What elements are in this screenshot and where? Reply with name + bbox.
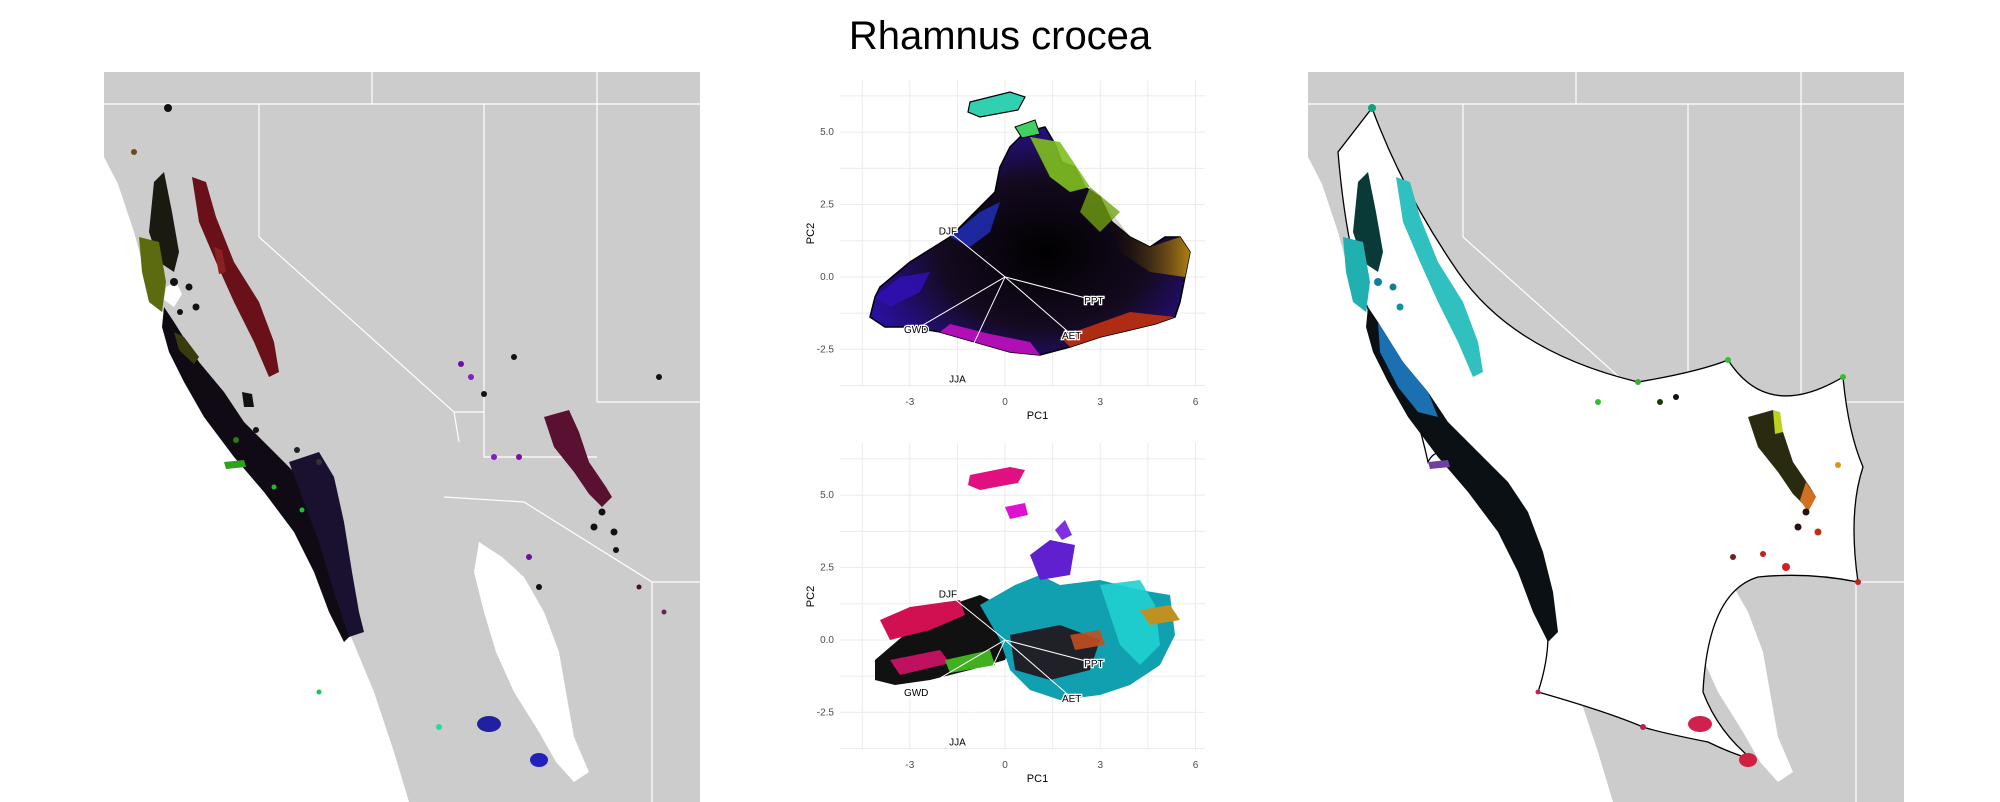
loading-label-djf: DJF [939, 227, 957, 238]
loading-label-jja: JJA [949, 374, 966, 385]
loading-arrow-aet [1004, 276, 1073, 336]
loading-arrow-gwd [915, 639, 1006, 693]
y-axis-label: PC2 [805, 586, 817, 607]
y-tick-label: 0.0 [820, 272, 834, 283]
x-tick-label: -3 [905, 397, 914, 408]
loading-arrows: DJF PPT AET GWD JJA [903, 588, 1105, 749]
right-range-map [1308, 72, 1904, 802]
gulf-of-california [474, 542, 589, 782]
x-axis-label: PC1 [1027, 773, 1048, 785]
loading-arrow-ppt [1004, 276, 1095, 301]
x-tick-label: 6 [1193, 397, 1199, 408]
y-tick-label: 5.0 [820, 490, 834, 501]
y-tick-label: -2.5 [817, 707, 835, 718]
sf-bay [164, 282, 182, 307]
y-tick-label: -2.5 [817, 344, 835, 355]
plot-axes: -3 0 3 6 -2.5 0.0 2.5 5.0 PC1 PC2 [805, 490, 1199, 785]
pca-rgb-plot: DJF PPT AET GWD JJA -3 0 3 6 -2.5 0.0 2.5 5.0 PC1 PC2 [805, 80, 1205, 422]
y-tick-label: 2.5 [820, 563, 834, 574]
loading-label-djf: DJF [939, 590, 957, 601]
y-tick-label: 5.0 [820, 127, 834, 138]
loading-arrow-ppt [1004, 639, 1095, 664]
loading-label-gwd: GWD [904, 325, 928, 336]
loading-label-ppt: PPT [1084, 296, 1103, 307]
x-axis-label: PC1 [1027, 410, 1048, 422]
point-cloud [869, 91, 1191, 356]
x-tick-label: 6 [1193, 760, 1199, 771]
state-borders [104, 72, 700, 802]
loading-label-ppt: PPT [1084, 659, 1103, 670]
loading-arrow-gwd [915, 276, 1006, 330]
range-patches [131, 104, 667, 767]
y-tick-label: 2.5 [820, 200, 834, 211]
loading-arrow-djf [947, 593, 1006, 641]
x-tick-label: -3 [905, 760, 914, 771]
loading-label-aet: AET [1062, 331, 1081, 342]
loading-label-gwd: GWD [904, 688, 928, 699]
left-range-map [104, 72, 700, 802]
plot-grid [840, 443, 1205, 750]
x-tick-label: 3 [1097, 397, 1103, 408]
loading-arrow-jja [956, 276, 1006, 379]
loading-arrow-aet [1004, 639, 1073, 699]
point-cloud [875, 467, 1180, 700]
range-patches [1343, 104, 1861, 767]
loading-arrow-djf [947, 230, 1006, 278]
x-tick-label: 0 [1002, 760, 1008, 771]
x-tick-label: 3 [1097, 760, 1103, 771]
plot-axes: -3 0 3 6 -2.5 0.0 2.5 5.0 PC1 PC2 [805, 127, 1199, 422]
loading-arrow-jja [956, 639, 1006, 742]
y-axis-label: PC2 [805, 223, 817, 244]
loading-label-aet: AET [1062, 694, 1081, 705]
figure-title: Rhamnus crocea [848, 14, 1152, 58]
x-tick-label: 0 [1002, 397, 1008, 408]
loading-label-jja: JJA [949, 737, 966, 748]
loading-arrows: DJF PPT AET GWD JJA [903, 225, 1105, 386]
y-tick-label: 0.0 [820, 635, 834, 646]
pca-cluster-plot: DJF PPT AET GWD JJA -3 0 3 6 -2.5 0.0 2.5 5.0 PC1 PC2 [805, 443, 1205, 785]
